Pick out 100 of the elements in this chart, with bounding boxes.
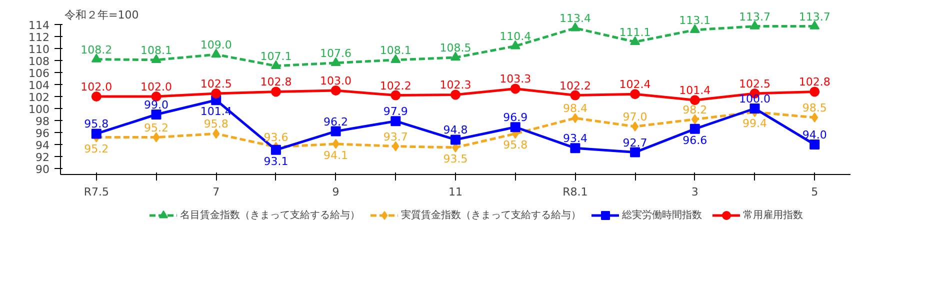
data-label: 113.7 [738, 10, 770, 24]
point [750, 20, 760, 30]
data-label: 95.8 [204, 118, 228, 131]
y-tick-label: 98 [36, 115, 50, 128]
point [211, 88, 222, 98]
point [212, 128, 220, 139]
point [392, 141, 400, 152]
point [510, 84, 520, 94]
legend-label: 総実労働時間指数 [622, 208, 702, 222]
x-tick-label: 11 [448, 186, 462, 198]
data-label: 93.4 [562, 132, 588, 146]
y-tick-label: 114 [28, 19, 50, 32]
point [570, 90, 580, 100]
point [630, 147, 640, 158]
y-axis-title: 令和２年=100 [64, 8, 139, 22]
point [750, 104, 760, 114]
point [91, 128, 102, 139]
data-label: 99.0 [144, 98, 169, 112]
data-label: 102.4 [619, 78, 651, 92]
data-label: 97.9 [383, 105, 408, 118]
point [270, 86, 281, 97]
data-label: 101.4 [679, 84, 711, 98]
data-label: 93.5 [443, 152, 468, 166]
x-tick-label: R8.1 [562, 186, 588, 198]
x-tick-label: 9 [332, 186, 340, 198]
data-label: 97.0 [622, 110, 648, 124]
data-label: 108.2 [80, 43, 112, 56]
x-tick-label: 7 [212, 186, 220, 198]
point [332, 138, 340, 149]
data-label: 96.2 [324, 115, 348, 128]
point [450, 134, 460, 145]
data-label: 108.1 [380, 44, 412, 57]
y-tick-label: 92 [36, 151, 50, 164]
data-label: 102.2 [559, 79, 591, 92]
point [570, 143, 580, 154]
data-label: 95.8 [84, 118, 109, 131]
y-tick-label: 100 [28, 103, 50, 116]
point [91, 92, 102, 102]
point [330, 126, 341, 136]
y-tick-label: 112 [28, 31, 50, 44]
y-tick-label: 96 [36, 127, 50, 140]
data-label: 113.4 [559, 12, 591, 26]
point [270, 144, 281, 155]
data-label: 107.6 [320, 46, 352, 60]
data-label: 102.0 [80, 80, 112, 94]
data-label: 96.9 [503, 111, 528, 124]
data-label: 107.1 [260, 50, 292, 63]
y-tick-label: 94 [36, 139, 50, 152]
point [810, 86, 820, 97]
point [270, 60, 281, 69]
x-tick-label: 3 [691, 186, 698, 198]
data-label: 94.8 [443, 124, 468, 137]
y-tick-label: 108 [28, 55, 50, 68]
data-label: 98.2 [682, 103, 708, 116]
data-label: 98.4 [562, 102, 588, 116]
data-label: 102.5 [200, 78, 232, 90]
data-label: 93.1 [264, 154, 288, 168]
data-label: 94.1 [324, 148, 348, 162]
point [632, 122, 639, 132]
data-label: 113.1 [679, 14, 711, 27]
point [811, 112, 818, 122]
point [510, 122, 520, 132]
data-label: 111.1 [619, 26, 651, 39]
point [572, 113, 579, 124]
x-tick-label: 5 [811, 186, 818, 198]
data-label: 108.5 [440, 42, 472, 54]
point [510, 40, 520, 50]
data-label: 92.7 [622, 136, 648, 150]
y-tick-label: 90 [36, 163, 50, 176]
data-label: 102.2 [380, 79, 412, 92]
point [630, 89, 640, 100]
legend-label: 常用雇用指数 [743, 208, 803, 222]
point [810, 140, 820, 150]
data-label: 103.3 [500, 72, 532, 86]
data-label: 96.6 [682, 134, 708, 147]
point [330, 86, 341, 96]
point [810, 20, 820, 30]
y-tick-label: 102 [28, 91, 50, 104]
data-label: 93.7 [383, 130, 408, 144]
legend-label: 名目賃金指数（きまって支給する給与） [180, 208, 360, 222]
data-label: 95.2 [144, 121, 169, 134]
data-label: 94.0 [802, 128, 827, 142]
point [151, 54, 162, 63]
point [330, 57, 341, 66]
data-label: 100.0 [738, 92, 770, 106]
y-tick-label: 110 [28, 43, 50, 56]
data-label: 95.8 [503, 138, 528, 152]
data-label: 108.1 [140, 44, 172, 57]
point [91, 54, 102, 62]
point [691, 114, 698, 124]
data-label: 93.6 [264, 130, 288, 144]
y-tick-label: 106 [28, 67, 50, 80]
data-label: 98.5 [802, 102, 827, 114]
data-label: 102.0 [140, 80, 172, 94]
point [450, 90, 460, 100]
point [151, 110, 162, 120]
point [390, 90, 401, 100]
data-label: 103.0 [320, 74, 352, 88]
data-label: 113.7 [798, 10, 830, 24]
point [690, 124, 700, 134]
